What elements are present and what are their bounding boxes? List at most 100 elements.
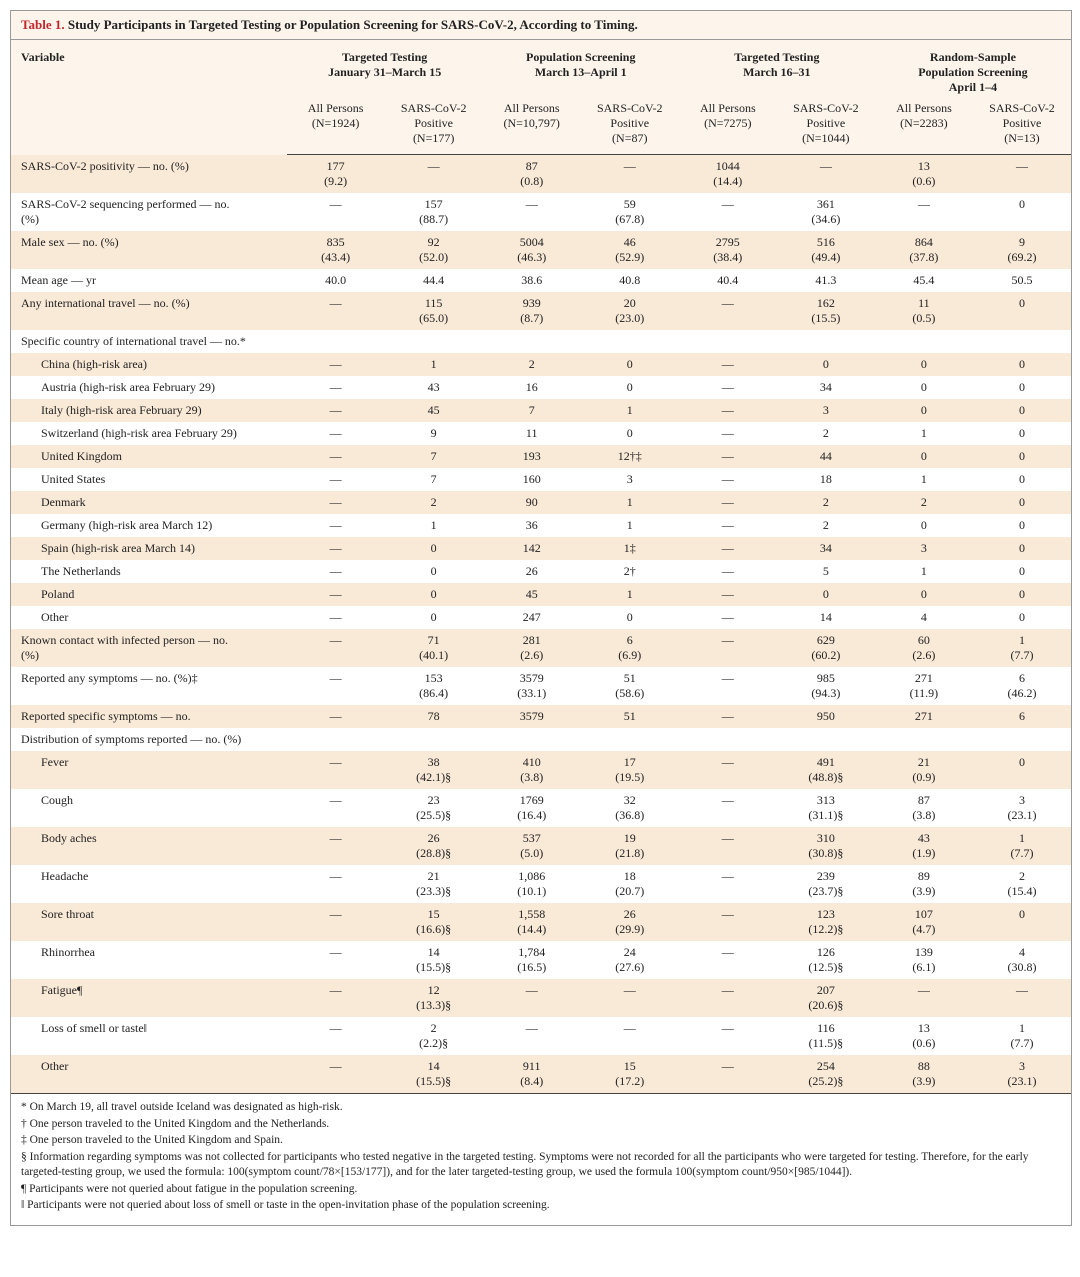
data-cell: 0 bbox=[973, 399, 1071, 422]
table-row: Fatigue¶—12 (13.3)§———207 (20.6)§—— bbox=[11, 979, 1071, 1017]
data-cell: — bbox=[679, 560, 777, 583]
row-label: Known contact with infected person — no.… bbox=[11, 629, 287, 667]
data-cell: 2 bbox=[777, 422, 875, 445]
data-cell: — bbox=[875, 193, 973, 231]
table-row: Poland—0451—000 bbox=[11, 583, 1071, 606]
data-cell: — bbox=[679, 606, 777, 629]
table-row: United States—71603—1810 bbox=[11, 468, 1071, 491]
data-cell: 60 (2.6) bbox=[875, 629, 973, 667]
data-cell: 20 (23.0) bbox=[581, 292, 679, 330]
data-cell: 18 bbox=[777, 468, 875, 491]
variable-header: Variable bbox=[11, 40, 287, 155]
data-cell: — bbox=[483, 1017, 581, 1055]
data-cell: 87 (3.8) bbox=[875, 789, 973, 827]
data-cell: 21 (0.9) bbox=[875, 751, 973, 789]
table-row: SARS-CoV-2 positivity — no. (%)177 (9.2)… bbox=[11, 155, 1071, 194]
data-cell: 34 bbox=[777, 537, 875, 560]
data-cell: — bbox=[679, 667, 777, 705]
data-cell: — bbox=[287, 705, 385, 728]
data-cell: 78 bbox=[385, 705, 483, 728]
data-cell: 1 bbox=[875, 560, 973, 583]
data-cell: 1 bbox=[581, 514, 679, 537]
data-cell: 3 (23.1) bbox=[973, 1055, 1071, 1094]
data-cell: — bbox=[287, 422, 385, 445]
row-label: Reported specific symptoms — no. bbox=[11, 705, 287, 728]
data-cell: — bbox=[679, 979, 777, 1017]
table-head: Variable Targeted Testing January 31–Mar… bbox=[11, 40, 1071, 155]
data-cell: 0 bbox=[875, 445, 973, 468]
data-cell: 1 bbox=[385, 514, 483, 537]
data-cell: 1 (7.7) bbox=[973, 827, 1071, 865]
data-cell: 193 bbox=[483, 445, 581, 468]
data-cell: 38.6 bbox=[483, 269, 581, 292]
data-cell: 40.8 bbox=[581, 269, 679, 292]
data-cell: — bbox=[679, 629, 777, 667]
data-cell: — bbox=[287, 751, 385, 789]
table-row: Austria (high-risk area February 29)—431… bbox=[11, 376, 1071, 399]
table-row: Known contact with infected person — no.… bbox=[11, 629, 1071, 667]
data-cell: 2 bbox=[875, 491, 973, 514]
data-cell: 4 (30.8) bbox=[973, 941, 1071, 979]
data-cell: 26 (29.9) bbox=[581, 903, 679, 941]
sub-header: All Persons (N=7275) bbox=[679, 97, 777, 155]
footnote-line: ‖ Participants were not queried about lo… bbox=[21, 1198, 1061, 1214]
data-cell: 18 (20.7) bbox=[581, 865, 679, 903]
data-cell: 1,086 (10.1) bbox=[483, 865, 581, 903]
data-cell: 985 (94.3) bbox=[777, 667, 875, 705]
data-cell bbox=[777, 728, 875, 751]
data-cell: 3 bbox=[875, 537, 973, 560]
data-cell: 0 bbox=[385, 537, 483, 560]
row-label: The Netherlands bbox=[11, 560, 287, 583]
data-cell: — bbox=[287, 560, 385, 583]
data-cell: 43 bbox=[385, 376, 483, 399]
data-cell: — bbox=[287, 491, 385, 514]
data-cell: 92 (52.0) bbox=[385, 231, 483, 269]
data-cell: — bbox=[287, 583, 385, 606]
data-cell: 0 bbox=[385, 606, 483, 629]
data-cell: — bbox=[679, 865, 777, 903]
data-cell: 1 bbox=[581, 583, 679, 606]
row-label: Any international travel — no. (%) bbox=[11, 292, 287, 330]
data-cell: 6 (6.9) bbox=[581, 629, 679, 667]
data-cell: 0 bbox=[973, 491, 1071, 514]
data-cell: 14 (15.5)§ bbox=[385, 1055, 483, 1094]
data-cell bbox=[875, 330, 973, 353]
data-cell: 7 bbox=[385, 445, 483, 468]
data-cell: — bbox=[777, 155, 875, 194]
data-cell: 24 (27.6) bbox=[581, 941, 679, 979]
data-cell: 0 bbox=[581, 606, 679, 629]
data-cell: 0 bbox=[581, 376, 679, 399]
data-cell: 0 bbox=[973, 903, 1071, 941]
data-cell: 162 (15.5) bbox=[777, 292, 875, 330]
data-cell: 7 bbox=[385, 468, 483, 491]
data-cell: — bbox=[287, 1055, 385, 1094]
data-cell: 0 bbox=[385, 560, 483, 583]
data-cell: 107 (4.7) bbox=[875, 903, 973, 941]
data-cell: — bbox=[679, 751, 777, 789]
row-label: SARS-CoV-2 sequencing performed — no. (%… bbox=[11, 193, 287, 231]
data-cell: 3 bbox=[777, 399, 875, 422]
table-row: Germany (high-risk area March 12)—1361—2… bbox=[11, 514, 1071, 537]
data-cell: 45 bbox=[483, 583, 581, 606]
data-cell: — bbox=[287, 1017, 385, 1055]
data-cell: — bbox=[385, 155, 483, 194]
row-label: Reported any symptoms — no. (%)‡ bbox=[11, 667, 287, 705]
data-cell: 153 (86.4) bbox=[385, 667, 483, 705]
data-cell bbox=[385, 330, 483, 353]
data-cell: 2† bbox=[581, 560, 679, 583]
data-cell: 0 bbox=[875, 376, 973, 399]
group-header: Random-Sample Population Screening April… bbox=[875, 40, 1071, 97]
data-cell: — bbox=[679, 193, 777, 231]
data-cell: 51 bbox=[581, 705, 679, 728]
footnote-line: ‡ One person traveled to the United King… bbox=[21, 1133, 1061, 1149]
data-cell: — bbox=[287, 445, 385, 468]
group-header: Targeted Testing March 16–31 bbox=[679, 40, 875, 97]
data-cell bbox=[385, 728, 483, 751]
footnote-line: § Information regarding symptoms was not… bbox=[21, 1150, 1061, 1181]
data-cell: — bbox=[679, 903, 777, 941]
data-cell: — bbox=[679, 468, 777, 491]
table-title: Table 1. Study Participants in Targeted … bbox=[11, 11, 1071, 40]
row-label: United Kingdom bbox=[11, 445, 287, 468]
footnote-line: † One person traveled to the United King… bbox=[21, 1117, 1061, 1133]
data-cell: 0 bbox=[973, 537, 1071, 560]
